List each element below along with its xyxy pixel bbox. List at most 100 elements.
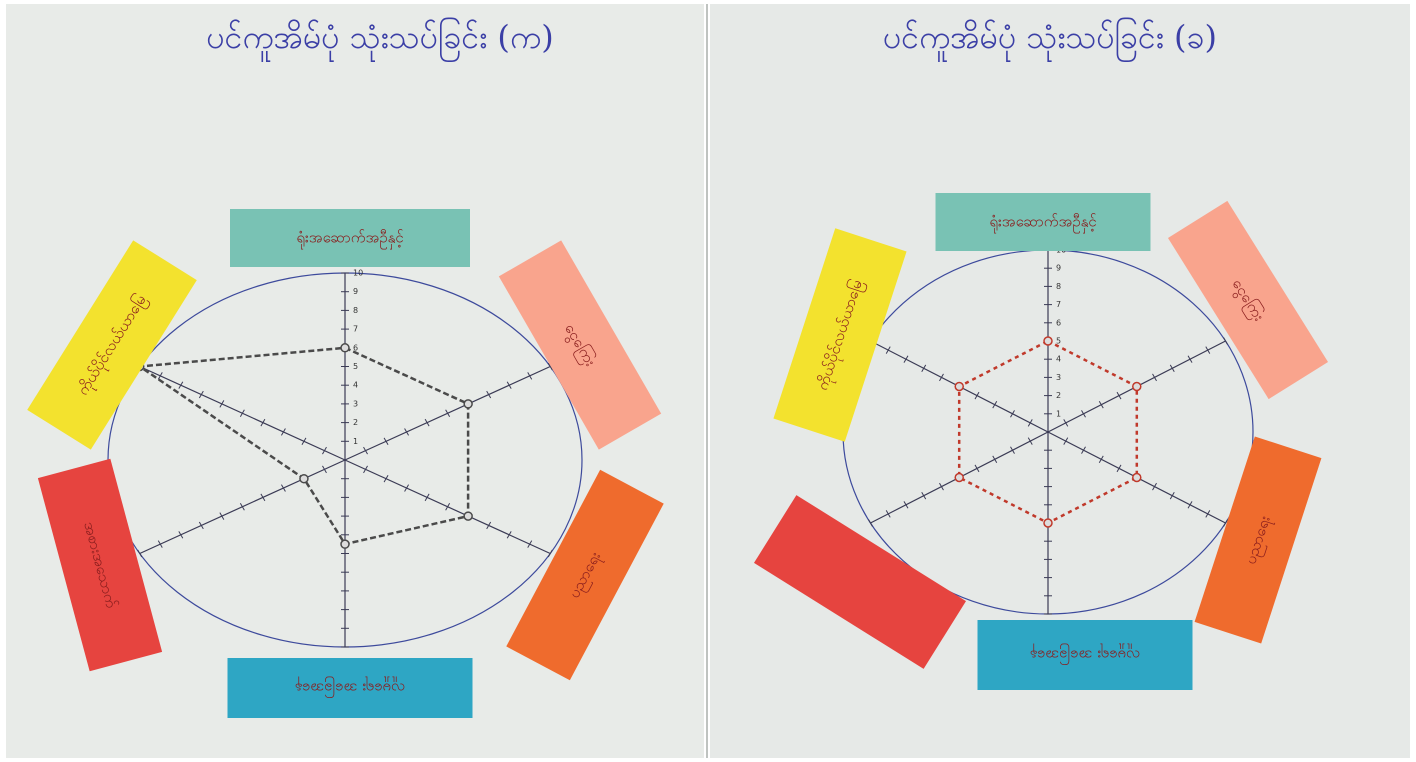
tick-mark <box>1152 482 1157 491</box>
tick-mark <box>921 364 927 373</box>
tick-mark <box>1116 391 1122 400</box>
radar-point <box>299 473 309 484</box>
radar-point <box>1132 381 1142 392</box>
tick-mark <box>1223 337 1228 345</box>
tick-mark <box>404 428 410 436</box>
tick-mark <box>445 503 451 511</box>
tick-mark <box>445 409 451 417</box>
note-paper <box>498 240 662 450</box>
tick-label: 4 <box>353 381 358 390</box>
tick-mark <box>939 482 944 491</box>
tick-mark <box>404 484 410 492</box>
tick-mark <box>903 355 909 363</box>
chart-title: ပင်ကူအိမ်ပုံ သုံးသပ်ခြင်း (ခ) <box>883 18 1217 62</box>
note-paper <box>506 469 664 681</box>
tick-label: 9 <box>1056 264 1061 273</box>
sticky-note: ပညာရေး <box>1194 436 1322 644</box>
tick-mark <box>547 549 553 558</box>
tick-mark <box>1187 501 1193 509</box>
tick-mark <box>280 484 286 492</box>
tick-mark <box>974 391 980 400</box>
radar-point <box>1043 336 1053 346</box>
sticky-note: ငွေကြေး <box>498 240 662 450</box>
tick-mark <box>1063 419 1069 427</box>
tick-mark <box>506 531 512 539</box>
tick-label: 7 <box>353 325 358 334</box>
tick-mark <box>383 437 389 446</box>
tick-mark <box>527 372 533 380</box>
sticky-note: လူမှုရေး အခြေအနေ <box>227 658 473 718</box>
tick-mark <box>424 493 430 502</box>
tick-mark <box>157 540 163 548</box>
sticky-note: ငွေကြေး <box>1167 200 1329 400</box>
tick-mark <box>1081 410 1086 418</box>
tick-label: 2 <box>353 418 358 427</box>
tick-mark <box>363 446 368 455</box>
tick-mark <box>547 362 553 371</box>
tick-mark <box>1187 355 1193 363</box>
sticky-note: ကိုယ်ပိုင်လယ်ယာမြေ <box>773 228 907 442</box>
tick-mark <box>1098 455 1104 464</box>
tick-mark <box>260 418 266 427</box>
tick-mark <box>198 521 204 530</box>
tick-mark <box>486 521 492 530</box>
tick-label: 3 <box>1056 373 1061 382</box>
tick-mark <box>1010 446 1015 454</box>
note-paper <box>1194 436 1322 644</box>
radar-point <box>340 539 350 549</box>
tick-mark <box>992 455 998 464</box>
tick-label: 10 <box>353 269 363 278</box>
tick-mark <box>322 465 327 474</box>
tick-mark <box>939 373 944 382</box>
tick-mark <box>1027 437 1033 445</box>
tick-label: 4 <box>1056 355 1061 364</box>
tick-mark <box>260 493 266 502</box>
note-paper <box>977 620 1193 690</box>
tick-label: 3 <box>353 399 358 408</box>
axis-label: ရုံးအဆောက်အဦနှင့် <box>989 213 1096 234</box>
note-paper <box>935 193 1151 251</box>
radar-point <box>340 343 350 353</box>
tick-mark <box>301 437 307 446</box>
tick-mark <box>137 549 143 558</box>
tick-mark <box>1205 510 1211 518</box>
tick-mark <box>486 390 492 399</box>
tick-mark <box>1152 373 1157 382</box>
sticky-note: ရုံးအဆောက်အဦနှင့် <box>230 209 470 267</box>
tick-mark <box>363 465 368 474</box>
tick-mark <box>1223 519 1228 527</box>
tick-mark <box>1205 346 1211 354</box>
note-paper <box>27 240 197 450</box>
note-paper <box>37 458 163 672</box>
tick-mark <box>1010 410 1015 418</box>
radar-point <box>463 511 473 521</box>
tick-mark <box>239 503 245 511</box>
tick-mark <box>992 400 998 409</box>
tick-mark <box>903 501 909 509</box>
tick-mark <box>974 464 980 473</box>
note-paper <box>773 228 907 442</box>
tick-label: 8 <box>353 306 358 315</box>
tick-mark <box>868 519 873 527</box>
tick-mark <box>178 531 184 539</box>
sticky-note <box>753 495 967 669</box>
tick-mark <box>1098 400 1104 409</box>
tick-mark <box>885 510 891 518</box>
tick-mark <box>198 390 204 399</box>
radar-point <box>1043 518 1053 528</box>
axis-label: ရုံးအဆောက်အဦနှင့် <box>296 229 403 250</box>
note-paper <box>227 658 473 718</box>
sticky-note: အစားအသောက် <box>37 458 163 672</box>
tick-mark <box>219 512 225 520</box>
tick-mark <box>1063 437 1069 445</box>
tick-label: 5 <box>1056 337 1061 346</box>
radar-point <box>1132 472 1142 483</box>
tick-mark <box>921 491 927 500</box>
tick-mark <box>506 381 512 389</box>
tick-label: 7 <box>1056 300 1061 309</box>
tick-label: 5 <box>353 362 358 371</box>
tick-mark <box>383 474 389 483</box>
tick-mark <box>885 346 891 354</box>
sticky-note: ရုံးအဆောက်အဦနှင့် <box>935 193 1151 251</box>
